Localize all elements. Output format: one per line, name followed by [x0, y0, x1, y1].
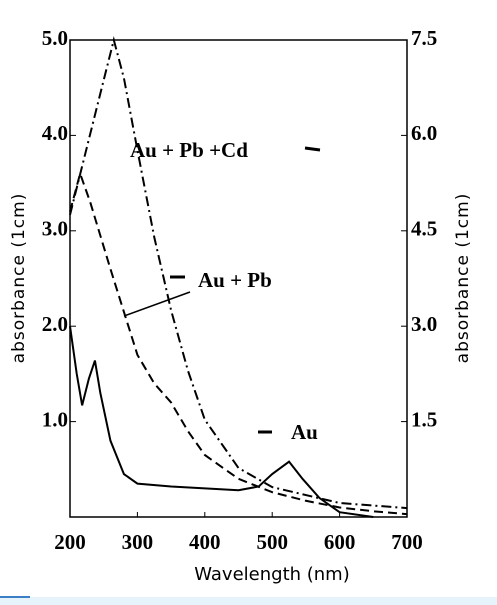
series-label: Au + Pb +Cd [130, 138, 248, 162]
x-tick-label: 600 [324, 530, 356, 554]
y2-axis-label: absorbance (1cm) [453, 193, 473, 364]
y-tick-label: 5.0 [42, 26, 68, 50]
y-tick-label: 3.0 [42, 217, 68, 241]
y2-tick-label: 4.5 [411, 217, 437, 241]
x-tick-label: 200 [54, 530, 86, 554]
window-strip [0, 597, 497, 605]
series-label: Au + Pb [198, 268, 272, 292]
label-arrow [304, 146, 321, 152]
y-tick-label: 4.0 [42, 121, 68, 145]
y-axis-label: absorbance (1cm) [9, 193, 29, 364]
x-tick-label: 700 [391, 530, 423, 554]
series-line [69, 326, 374, 518]
x-tick-label: 300 [122, 530, 154, 554]
y2-tick-label: 3.0 [411, 312, 437, 336]
y-tick-label: 1.0 [42, 407, 68, 431]
y2-tick-label: 7.5 [411, 26, 437, 50]
y2-tick-label: 1.5 [411, 407, 437, 431]
series-line [69, 36, 408, 510]
series-label: Au [291, 420, 318, 444]
x-tick-label: 500 [256, 530, 288, 554]
plot-frame [69, 39, 408, 518]
label-leader [123, 291, 191, 317]
x-axis-label: Wavelength (nm) [194, 564, 350, 585]
x-tick-label: 400 [189, 530, 221, 554]
y2-tick-label: 6.0 [411, 121, 437, 145]
y-tick-label: 2.0 [42, 312, 68, 336]
